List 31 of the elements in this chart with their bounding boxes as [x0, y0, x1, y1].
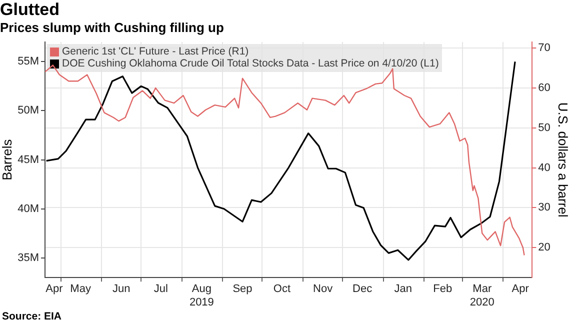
y-tick-label: 50M: [18, 104, 39, 117]
y2-tick-label: 20: [538, 242, 550, 254]
x-tick-label: Jun: [112, 283, 130, 296]
y2-tick-label: 50: [538, 122, 550, 134]
legend-label: Generic 1st 'CL' Future - Last Price (R1): [62, 46, 249, 58]
x-tick-label: Aug 2019: [189, 283, 214, 308]
x-tick-label: Dec: [352, 283, 373, 296]
y2-tick-label: 70: [538, 42, 550, 54]
x-tick-label: Jan: [394, 283, 412, 296]
x-tick-label: Apr: [46, 283, 64, 296]
x-tick-label: Feb: [433, 283, 452, 296]
x-tick-label: May: [70, 283, 92, 296]
y-tick-label: 40M: [18, 202, 39, 215]
y-tick-label: 45M: [18, 154, 39, 166]
y2-tick-label: 30: [538, 202, 550, 214]
y2-tick-label: 40: [538, 162, 550, 174]
x-tick-label: Sep: [232, 283, 252, 296]
chart-title: Glutted: [0, 0, 60, 19]
y-tick-label: 35M: [18, 252, 39, 264]
chart-subtitle: Prices slump with Cushing filling up: [0, 20, 224, 35]
y2-axis-title: U.S. dollars a barrel: [556, 102, 571, 218]
legend-label: DOE Cushing Oklahoma Crude Oil Total Stocks Data - Last Price on 4/10/20 (L1): [62, 58, 439, 70]
x-tick-label: Mar 2020: [470, 283, 494, 308]
source-note: Source: EIA: [2, 310, 62, 323]
x-tick-label: Apr: [512, 283, 530, 296]
x-tick-label: Jul: [154, 283, 168, 296]
x-tick-label: Nov: [313, 283, 334, 296]
y2-tick-label: 60: [538, 82, 550, 94]
y-axis-title: Barrels: [0, 138, 14, 180]
y-tick-label: 55M: [18, 56, 39, 68]
x-tick-label: Oct: [273, 283, 291, 296]
